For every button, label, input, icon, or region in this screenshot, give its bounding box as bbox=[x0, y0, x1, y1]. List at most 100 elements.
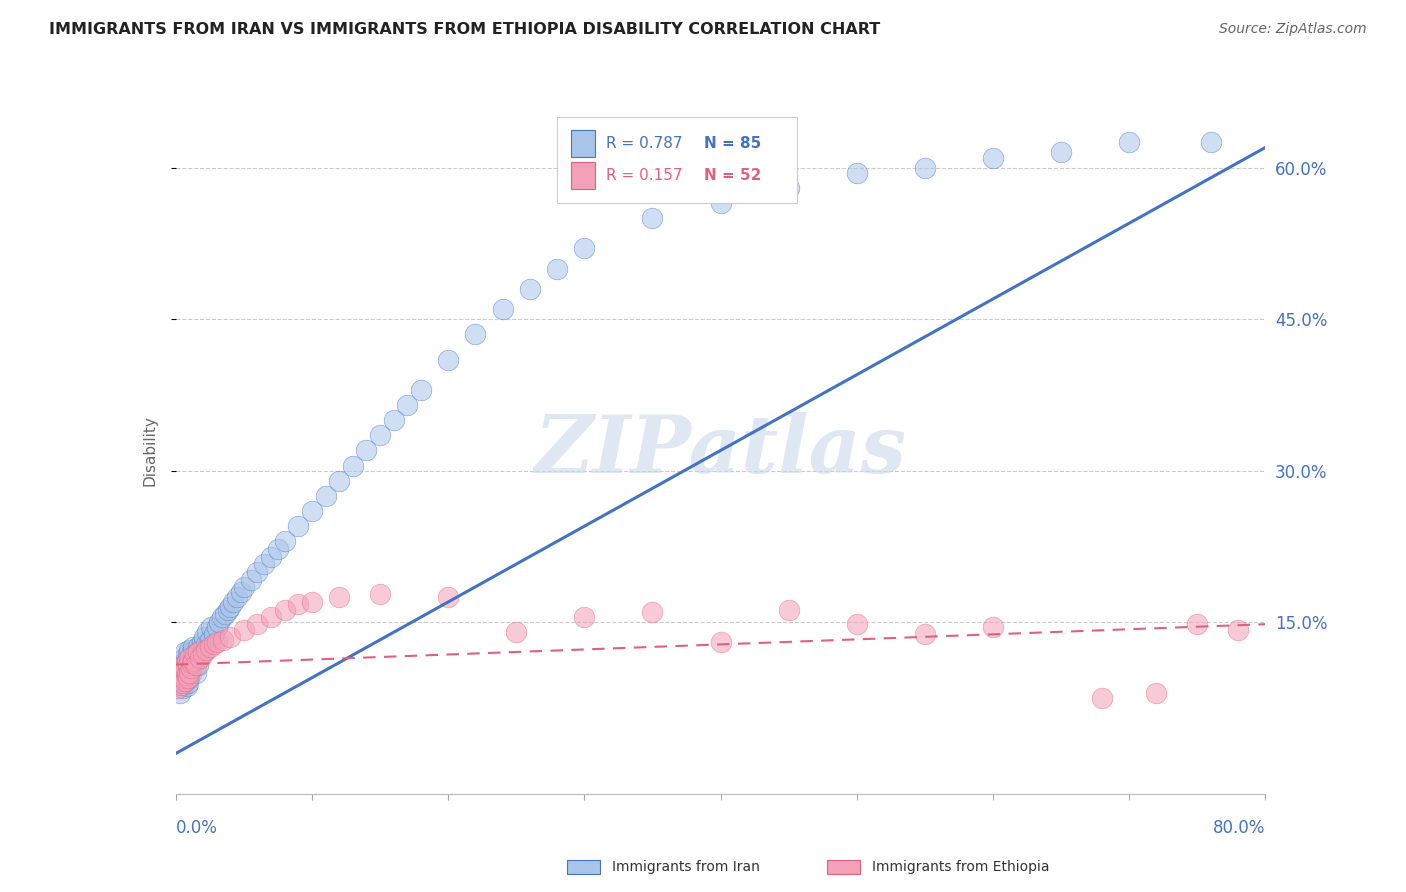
Point bbox=[328, 590, 350, 604]
Point bbox=[172, 675, 194, 690]
Point bbox=[172, 667, 194, 681]
Point bbox=[186, 648, 208, 662]
Point bbox=[167, 681, 190, 695]
Point bbox=[194, 637, 217, 651]
Point bbox=[217, 603, 239, 617]
Point bbox=[173, 650, 195, 665]
Point bbox=[1199, 136, 1222, 150]
Point bbox=[274, 534, 297, 549]
Point bbox=[464, 327, 486, 342]
Point bbox=[1118, 136, 1140, 150]
Point bbox=[177, 671, 200, 685]
Point bbox=[172, 681, 194, 695]
Point bbox=[186, 645, 209, 659]
Point bbox=[211, 610, 233, 624]
Point bbox=[179, 665, 201, 680]
Point bbox=[173, 664, 195, 678]
Point bbox=[180, 650, 202, 665]
Point bbox=[176, 667, 198, 681]
Point bbox=[641, 211, 664, 226]
Point bbox=[181, 656, 204, 670]
Point bbox=[172, 656, 194, 670]
Point bbox=[574, 610, 596, 624]
Point bbox=[232, 624, 254, 638]
Point bbox=[179, 650, 201, 665]
Text: 0.0%: 0.0% bbox=[176, 819, 218, 837]
Point bbox=[200, 620, 222, 634]
Point bbox=[409, 383, 432, 397]
Point bbox=[177, 660, 200, 674]
Point bbox=[437, 352, 460, 367]
Point bbox=[205, 635, 228, 649]
Point bbox=[778, 603, 800, 617]
Point bbox=[167, 671, 190, 685]
Point bbox=[368, 428, 391, 442]
Point bbox=[981, 151, 1004, 165]
Point bbox=[186, 665, 208, 680]
Point bbox=[173, 671, 195, 685]
Point bbox=[1144, 686, 1167, 700]
Point bbox=[186, 640, 209, 655]
Point bbox=[1091, 690, 1114, 705]
Point bbox=[183, 640, 205, 655]
Point bbox=[174, 673, 197, 688]
Point bbox=[710, 196, 733, 211]
Point bbox=[328, 474, 350, 488]
Point bbox=[183, 654, 205, 668]
Point bbox=[177, 648, 200, 662]
Text: Immigrants from Ethiopia: Immigrants from Ethiopia bbox=[872, 860, 1049, 874]
Text: ZIPatlas: ZIPatlas bbox=[534, 412, 907, 489]
Bar bbox=[567, 860, 600, 874]
Point bbox=[914, 627, 936, 641]
Point bbox=[172, 671, 194, 685]
Text: R = 0.787: R = 0.787 bbox=[606, 136, 683, 151]
Text: 80.0%: 80.0% bbox=[1213, 819, 1265, 837]
Point bbox=[1050, 145, 1073, 160]
Point bbox=[1227, 624, 1250, 638]
Point bbox=[208, 615, 231, 630]
Point bbox=[205, 620, 228, 634]
Text: Immigrants from Iran: Immigrants from Iran bbox=[612, 860, 759, 874]
Point bbox=[180, 665, 202, 680]
Point bbox=[214, 607, 236, 621]
FancyBboxPatch shape bbox=[557, 118, 797, 203]
Point bbox=[193, 630, 215, 644]
Point bbox=[260, 610, 283, 624]
Point bbox=[287, 597, 309, 611]
Point bbox=[191, 645, 214, 659]
FancyBboxPatch shape bbox=[571, 162, 595, 189]
Point bbox=[169, 660, 191, 674]
Point bbox=[778, 181, 800, 195]
Point bbox=[174, 645, 197, 659]
Point bbox=[492, 301, 515, 316]
Point bbox=[198, 633, 221, 648]
Point bbox=[368, 587, 391, 601]
Point bbox=[301, 504, 323, 518]
Text: R = 0.157: R = 0.157 bbox=[606, 169, 683, 183]
Point bbox=[190, 635, 212, 649]
Point bbox=[356, 443, 378, 458]
Point bbox=[546, 261, 568, 276]
Point bbox=[179, 657, 201, 672]
Point bbox=[180, 660, 202, 674]
Point bbox=[641, 605, 664, 619]
FancyBboxPatch shape bbox=[571, 129, 595, 157]
Point bbox=[194, 643, 217, 657]
Bar bbox=[827, 860, 860, 874]
Point bbox=[195, 625, 218, 640]
Point bbox=[184, 650, 207, 665]
Point bbox=[170, 665, 193, 680]
Point bbox=[173, 657, 195, 672]
Point bbox=[170, 678, 193, 692]
Point bbox=[267, 542, 290, 557]
Point bbox=[246, 617, 269, 632]
Point bbox=[187, 650, 209, 665]
Point bbox=[505, 625, 527, 640]
Point bbox=[914, 161, 936, 175]
Point bbox=[181, 660, 204, 674]
Point bbox=[188, 643, 211, 657]
Point bbox=[181, 645, 204, 659]
Point bbox=[170, 660, 193, 674]
Point bbox=[176, 654, 198, 668]
Point bbox=[212, 633, 235, 648]
